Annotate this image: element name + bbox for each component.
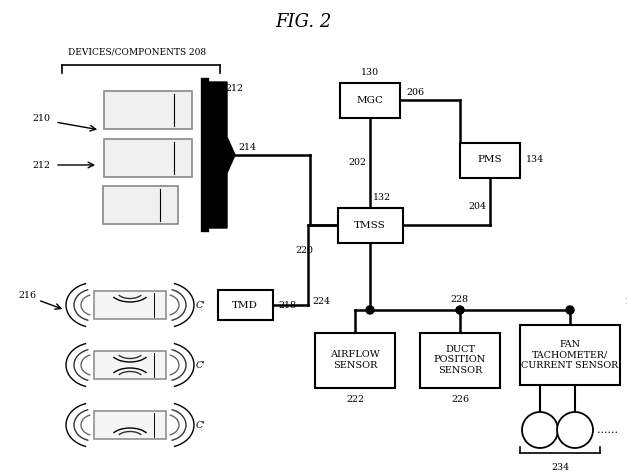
Text: 220: 220	[295, 246, 313, 255]
Text: FAN
TACHOMETER/
CURRENT SENSOR: FAN TACHOMETER/ CURRENT SENSOR	[522, 340, 619, 370]
Text: 130: 130	[361, 68, 379, 77]
Text: FIG. 2: FIG. 2	[275, 13, 332, 31]
Text: 212: 212	[32, 161, 50, 170]
Text: 212: 212	[225, 83, 243, 92]
Text: 234: 234	[551, 463, 569, 472]
FancyBboxPatch shape	[520, 325, 620, 385]
FancyBboxPatch shape	[315, 332, 395, 388]
FancyBboxPatch shape	[102, 186, 177, 224]
Text: PMS: PMS	[478, 155, 502, 164]
Circle shape	[557, 412, 593, 448]
Text: 214: 214	[238, 144, 256, 153]
FancyBboxPatch shape	[420, 332, 500, 388]
FancyBboxPatch shape	[94, 291, 166, 319]
Circle shape	[566, 306, 574, 314]
Text: 232: 232	[625, 298, 627, 307]
Text: 202: 202	[348, 158, 366, 167]
Text: MGC: MGC	[357, 95, 384, 104]
Text: AIRFLOW
SENSOR: AIRFLOW SENSOR	[330, 350, 380, 370]
Text: C': C'	[196, 361, 206, 370]
FancyBboxPatch shape	[104, 91, 192, 129]
Text: 206: 206	[406, 88, 424, 97]
Text: 132: 132	[373, 193, 391, 202]
Text: C': C'	[196, 301, 206, 310]
FancyBboxPatch shape	[94, 351, 166, 379]
FancyBboxPatch shape	[104, 139, 192, 177]
Polygon shape	[205, 82, 235, 228]
FancyBboxPatch shape	[340, 82, 400, 118]
FancyBboxPatch shape	[337, 208, 403, 243]
Text: 204: 204	[468, 202, 486, 211]
Text: C': C'	[196, 420, 206, 429]
Text: ......: ......	[597, 425, 618, 435]
FancyBboxPatch shape	[218, 290, 273, 320]
Text: TMD: TMD	[232, 301, 258, 310]
FancyBboxPatch shape	[94, 411, 166, 439]
Text: 218: 218	[278, 301, 297, 310]
Text: 228: 228	[450, 295, 468, 304]
FancyBboxPatch shape	[460, 143, 520, 177]
Text: 230: 230	[626, 350, 627, 359]
Text: 224: 224	[312, 298, 330, 307]
Text: 226: 226	[451, 395, 469, 404]
Text: TMSS: TMSS	[354, 220, 386, 229]
Text: 210: 210	[32, 113, 50, 122]
Circle shape	[522, 412, 558, 448]
Text: 222: 222	[346, 395, 364, 404]
Text: 216: 216	[18, 291, 36, 300]
Circle shape	[456, 306, 464, 314]
Text: DEVICES/COMPONENTS 208: DEVICES/COMPONENTS 208	[68, 47, 206, 56]
Text: 134: 134	[526, 155, 544, 164]
Circle shape	[226, 151, 234, 159]
Circle shape	[366, 306, 374, 314]
Text: DUCT
POSITION
SENSOR: DUCT POSITION SENSOR	[434, 345, 486, 375]
